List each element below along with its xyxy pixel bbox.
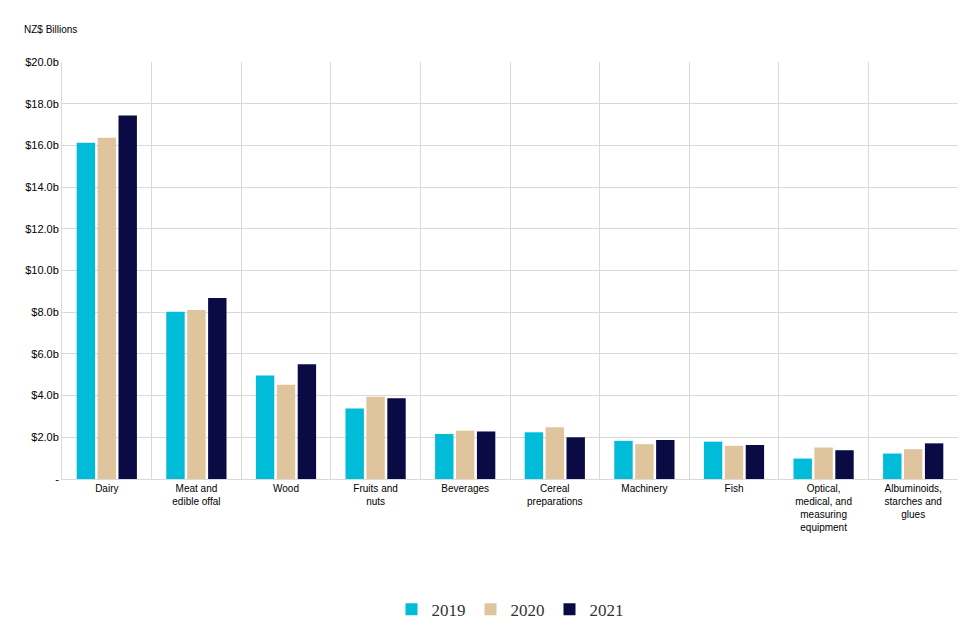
svg-text:Beverages: Beverages [441,483,489,494]
svg-text:$4.0b: $4.0b [31,389,59,401]
svg-text:$6.0b: $6.0b [31,348,59,360]
svg-text:Cerealpreparations: Cerealpreparations [527,483,583,507]
svg-text:Fruits andnuts: Fruits andnuts [353,483,397,507]
svg-text:Fish: Fish [725,483,744,494]
svg-text:Meat andedible offal: Meat andedible offal [172,483,220,507]
svg-text:2020: 2020 [511,601,545,620]
svg-text:-: - [55,473,59,485]
svg-text:$10.0b: $10.0b [25,264,59,276]
svg-text:2021: 2021 [590,601,624,620]
svg-text:$14.0b: $14.0b [25,181,59,193]
svg-text:$2.0b: $2.0b [31,431,59,443]
svg-text:NZ$ Billions: NZ$ Billions [24,24,77,35]
svg-text:$8.0b: $8.0b [31,306,59,318]
svg-text:Optical,medical, andmeasuringe: Optical,medical, andmeasuringequipment [795,483,852,533]
svg-text:$16.0b: $16.0b [25,139,59,151]
svg-text:Wood: Wood [273,483,299,494]
svg-text:$18.0b: $18.0b [25,98,59,110]
svg-text:Albuminoids,starches andglues: Albuminoids,starches andglues [885,483,942,520]
svg-text:$12.0b: $12.0b [25,223,59,235]
svg-text:2019: 2019 [432,601,466,620]
svg-text:Machinery: Machinery [621,483,667,494]
svg-text:Dairy: Dairy [95,483,118,494]
svg-text:$20.0b: $20.0b [25,56,59,68]
